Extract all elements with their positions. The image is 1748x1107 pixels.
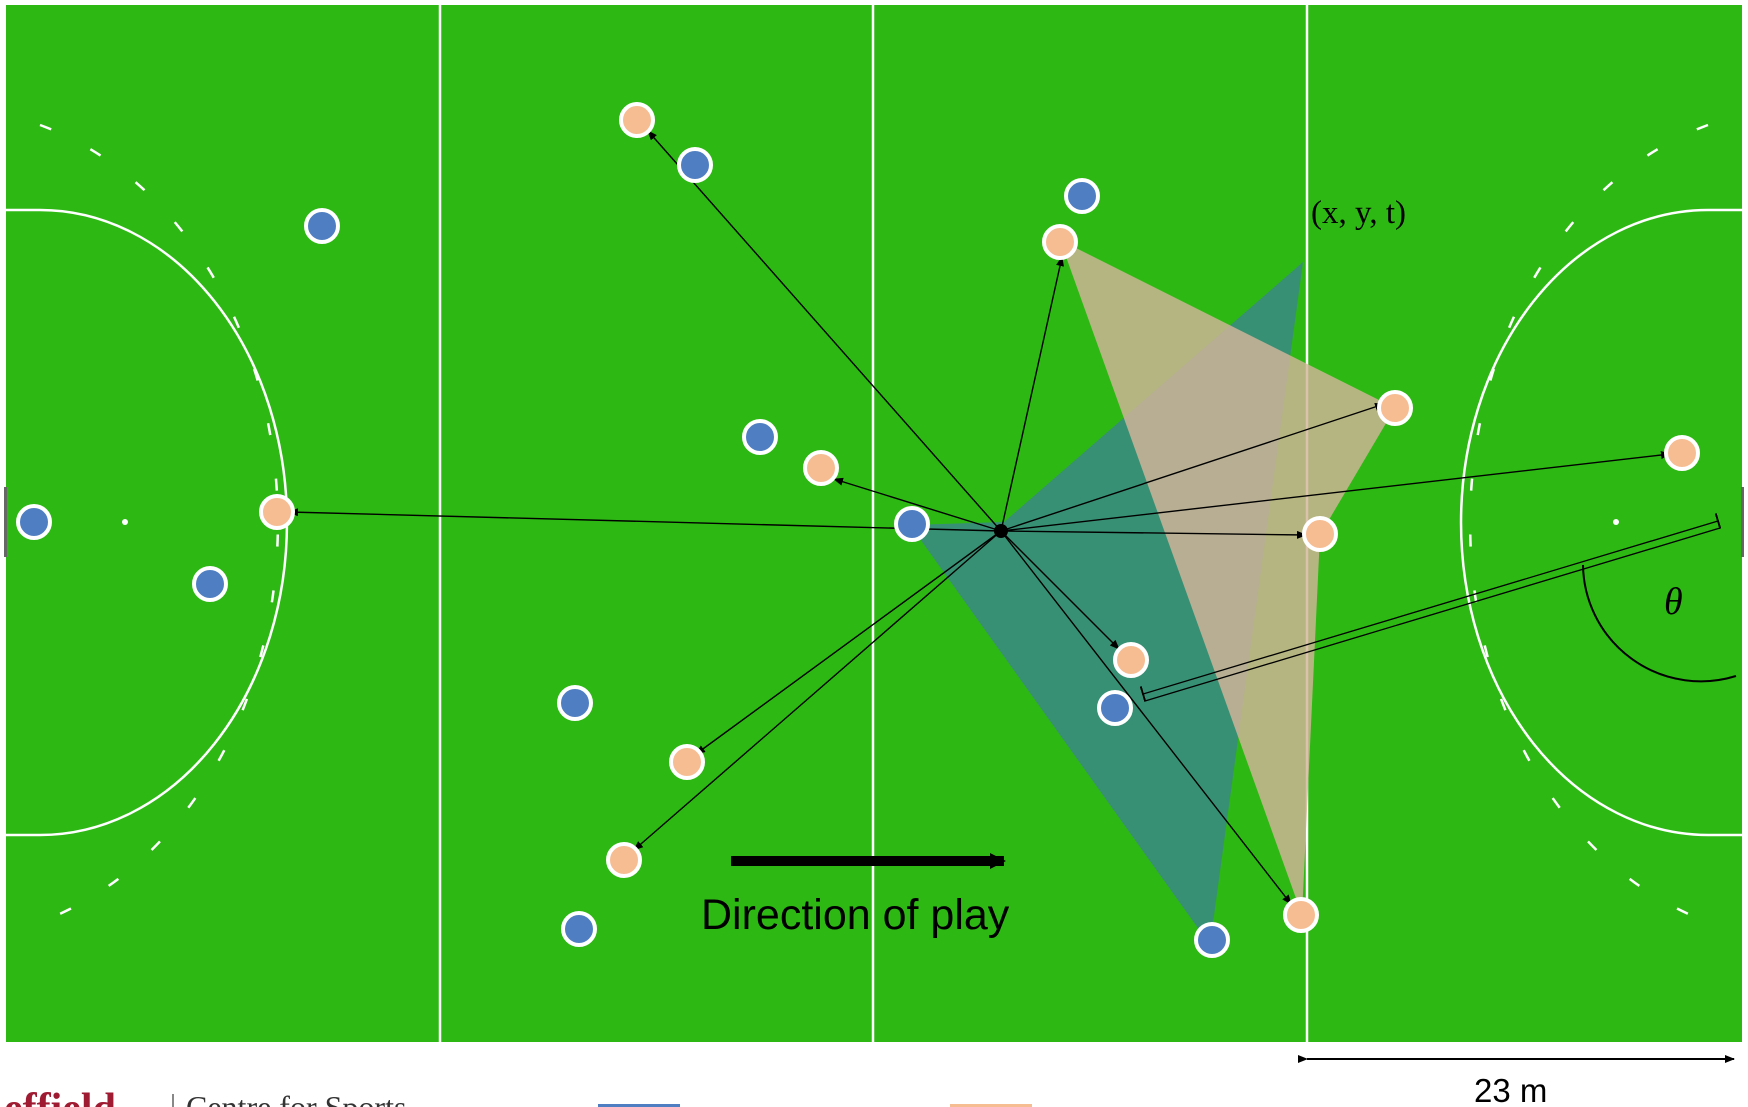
player-blue: [1097, 690, 1133, 726]
player-blue: [1064, 178, 1100, 214]
pass-arrow: [1000, 530, 1292, 905]
distance-label: 23 m: [1474, 1072, 1547, 1107]
pass-arrow: [695, 530, 1002, 755]
player-blue: [1194, 922, 1230, 958]
pass-arrow: [633, 530, 1002, 851]
player-orange: [1113, 642, 1149, 678]
player-orange: [1664, 435, 1700, 471]
dashed-circle-left: [39, 123, 280, 924]
player-orange: [619, 102, 655, 138]
dashed-circle-right: [1468, 123, 1709, 924]
direction-label: Direction of play: [701, 891, 1010, 939]
player-orange: [1377, 390, 1413, 426]
angle-arc: [1582, 564, 1737, 683]
pass-arrow: [288, 508, 1002, 532]
pass-arrow: [1000, 256, 1064, 532]
player-orange: [1302, 516, 1338, 552]
player-orange: [803, 450, 839, 486]
blue-team: [16, 147, 1230, 958]
player-orange: [1042, 224, 1078, 260]
coordinate-label: (x, y, t): [1311, 195, 1406, 231]
player-blue: [894, 506, 930, 542]
ball: [994, 524, 1008, 538]
player-blue: [742, 419, 778, 455]
footer-blue-swatch: [598, 1104, 680, 1107]
player-blue: [304, 208, 340, 244]
pass-arrow: [1000, 403, 1385, 532]
penalty-spot-left: [122, 519, 128, 525]
goal-right: [1741, 487, 1744, 557]
pass-arrow: [1000, 451, 1671, 532]
player-blue: [677, 147, 713, 183]
player-blue: [192, 566, 228, 602]
goal-left: [4, 487, 7, 557]
player-blue: [16, 504, 52, 540]
player-orange: [669, 744, 705, 780]
pass-arrow: [1000, 530, 1120, 650]
penalty-spot-right: [1613, 519, 1619, 525]
pass-arrow: [833, 477, 1002, 532]
player-blue: [561, 911, 597, 947]
footer-centre-text: Centre for Sports: [186, 1089, 406, 1107]
player-orange: [259, 494, 295, 530]
footer-brand-text: effield: [4, 1086, 116, 1107]
footer-orange-swatch: [950, 1104, 1032, 1107]
pass-arrow: [647, 130, 1002, 532]
player-orange: [1283, 897, 1319, 933]
distance-to-goal: [1139, 513, 1722, 702]
player-orange: [606, 842, 642, 878]
angle-label: θ: [1664, 581, 1683, 623]
player-blue: [557, 685, 593, 721]
orange-team: [259, 102, 1700, 933]
